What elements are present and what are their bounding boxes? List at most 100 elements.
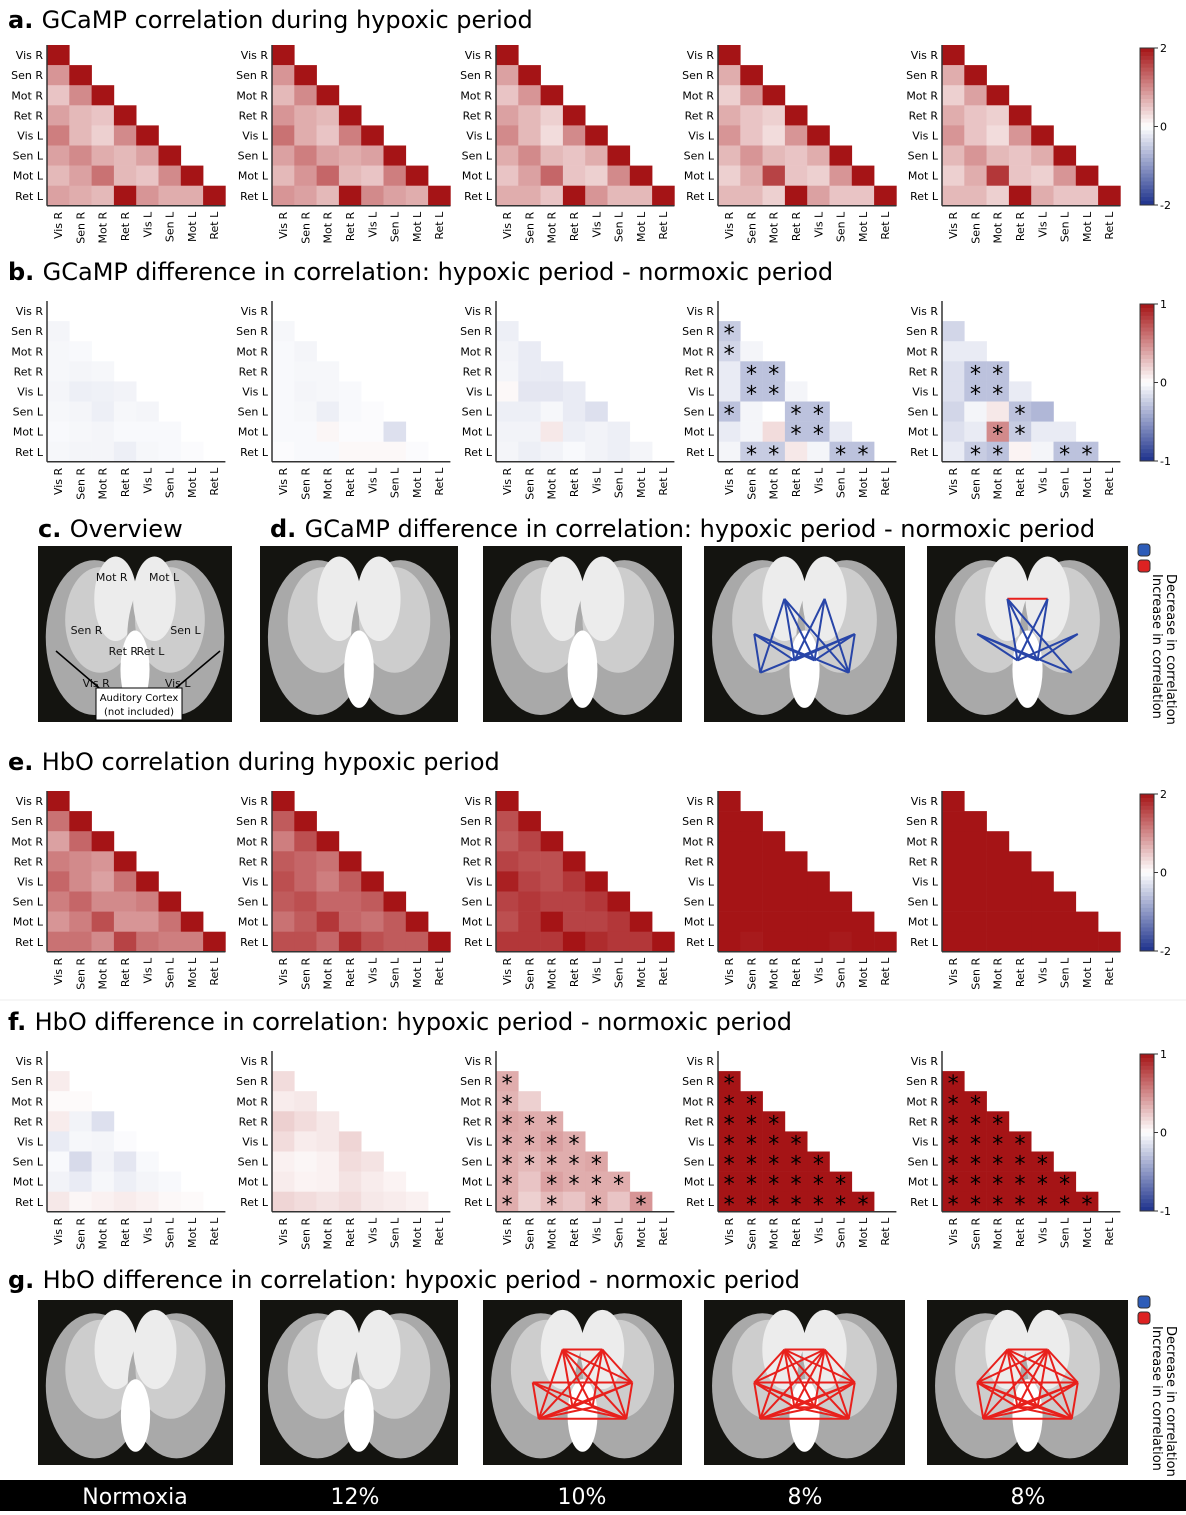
panel-letter: d. xyxy=(270,515,305,543)
panel-title-text: Overview xyxy=(70,515,183,543)
heat-cell xyxy=(47,892,70,912)
retrosplenial-area xyxy=(344,630,374,707)
significance-star: * xyxy=(791,1193,802,1218)
colorbar-step xyxy=(1140,1152,1154,1156)
row-label: Sen L xyxy=(684,406,715,419)
colorbar-step xyxy=(1140,68,1154,72)
colorbar-step xyxy=(1140,833,1154,837)
heat-cell xyxy=(740,166,763,186)
row-label: Ret R xyxy=(463,1115,493,1128)
col-label: Ret R xyxy=(119,1217,132,1247)
panel-title-text: GCaMP difference in correlation: hypoxic… xyxy=(43,258,833,286)
heat-cell xyxy=(317,422,340,442)
heat-cell xyxy=(630,166,653,186)
colorbar-step xyxy=(1140,927,1154,931)
col-label: Vis L xyxy=(1036,211,1049,238)
row-label: Mot R xyxy=(11,89,43,102)
significance-star: * xyxy=(524,1153,535,1178)
colorbar-step xyxy=(1140,865,1154,869)
heat-cell xyxy=(272,1131,295,1151)
heat-cell xyxy=(1076,186,1099,206)
heat-cell xyxy=(740,831,763,851)
heat-cell xyxy=(136,422,159,442)
heat-cell xyxy=(361,1172,384,1192)
colorbar-step xyxy=(1140,394,1154,398)
col-label: Mot L xyxy=(1081,957,1094,988)
heat-cell xyxy=(1098,932,1121,952)
colorbar-step xyxy=(1140,931,1154,935)
heat-cell xyxy=(69,1192,92,1212)
heat-cell xyxy=(69,871,92,891)
heat-cell xyxy=(830,932,853,952)
heat-cell xyxy=(964,422,987,442)
heat-cell xyxy=(541,166,564,186)
colorbar-step xyxy=(1140,806,1154,810)
heat-cell xyxy=(114,125,137,145)
colorbar-tick-label: -1 xyxy=(1160,455,1171,468)
col-label: Mot R xyxy=(768,957,781,989)
col-label: Vis R xyxy=(277,211,290,239)
significance-star: * xyxy=(1015,423,1026,448)
heat-cell xyxy=(964,105,987,125)
row-label: Mot L xyxy=(908,916,939,929)
heat-cell xyxy=(136,402,159,422)
colorbar-step xyxy=(1140,1180,1154,1184)
colorbar-step xyxy=(1140,1191,1154,1195)
heat-cell xyxy=(361,912,384,932)
heat-cell xyxy=(69,85,92,105)
heat-cell xyxy=(1054,146,1077,166)
heat-cell xyxy=(272,85,295,105)
heat-cell xyxy=(964,65,987,85)
heat-cell xyxy=(317,892,340,912)
row-label: Mot L xyxy=(238,170,269,183)
col-label: Ret R xyxy=(790,467,803,497)
heat-cell xyxy=(114,442,137,462)
heat-cell xyxy=(294,361,317,381)
heat-cell xyxy=(136,871,159,891)
legend-swatch xyxy=(1138,544,1150,556)
heat-cell xyxy=(406,932,429,952)
heat-cell xyxy=(518,402,541,422)
heat-cell xyxy=(718,105,741,125)
col-label: Sen L xyxy=(613,957,626,988)
heat-cell xyxy=(496,442,519,462)
brain-map xyxy=(704,546,905,722)
condition-label: Normoxia xyxy=(82,1485,187,1510)
row-label: Ret R xyxy=(909,365,939,378)
col-label: Ret R xyxy=(119,211,132,241)
heat-cell xyxy=(785,851,808,871)
colorbar-step xyxy=(1140,64,1154,68)
col-label: Ret L xyxy=(879,211,892,240)
col-label: Sen R xyxy=(74,957,87,989)
row-label: Mot L xyxy=(238,916,269,929)
colorbar-tick-label: 1 xyxy=(1160,1048,1167,1061)
colorbar-step xyxy=(1140,1156,1154,1160)
heat-cell xyxy=(964,85,987,105)
col-label: Vis L xyxy=(1036,957,1049,984)
region-label: Sen L xyxy=(170,624,201,637)
colorbar-step xyxy=(1140,402,1154,406)
heat-cell xyxy=(339,422,362,442)
row-label: Vis L xyxy=(17,875,44,888)
col-label: Vis L xyxy=(366,211,379,238)
heat-cell xyxy=(294,1111,317,1131)
heat-cell xyxy=(294,381,317,401)
heat-cell xyxy=(740,105,763,125)
row-label: Mot L xyxy=(238,426,269,439)
col-label: Ret R xyxy=(790,957,803,987)
heat-cell xyxy=(942,381,965,401)
colorbar-tick-label: -2 xyxy=(1160,945,1171,958)
heat-cell xyxy=(585,912,608,932)
heat-cell xyxy=(942,791,965,811)
row-label: Ret L xyxy=(15,190,44,203)
heat-cell xyxy=(608,146,631,166)
col-label: Mot L xyxy=(411,957,424,988)
heat-cell xyxy=(518,912,541,932)
col-label: Mot R xyxy=(97,1217,110,1249)
heat-cell xyxy=(608,186,631,206)
colorbar-step xyxy=(1140,449,1154,453)
col-label: Sen L xyxy=(613,467,626,498)
heat-cell xyxy=(585,186,608,206)
heat-cell xyxy=(272,1111,295,1131)
col-label: Vis R xyxy=(723,467,736,495)
